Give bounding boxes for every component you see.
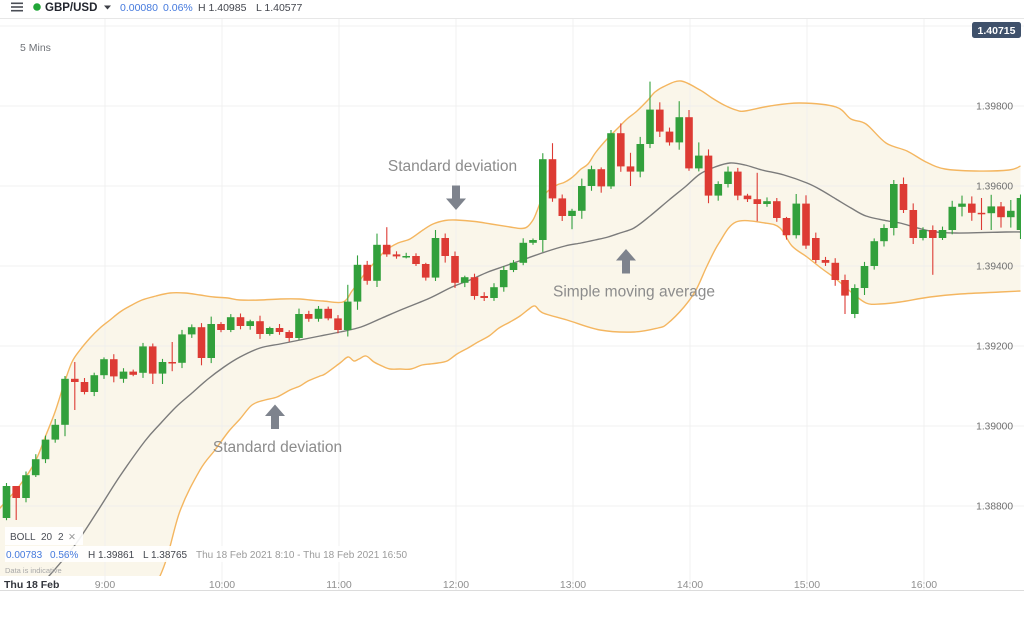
svg-text:13:00: 13:00	[560, 579, 586, 591]
svg-text:20: 20	[41, 532, 53, 543]
svg-text:✕: ✕	[68, 532, 76, 543]
svg-text:0.06%: 0.06%	[163, 2, 193, 14]
svg-text:14:00: 14:00	[677, 579, 703, 591]
svg-text:L 1.40577: L 1.40577	[256, 2, 302, 14]
svg-text:Thu 18 Feb 2021 8:10 - Thu 18: Thu 18 Feb 2021 8:10 - Thu 18 Feb 2021 1…	[196, 550, 408, 561]
svg-text:0.00783: 0.00783	[6, 550, 43, 561]
svg-text:1.39800: 1.39800	[976, 102, 1013, 113]
svg-text:1.39600: 1.39600	[976, 182, 1013, 193]
svg-text:2: 2	[58, 532, 64, 543]
svg-text:1.39200: 1.39200	[976, 342, 1013, 353]
svg-text:L 1.38765: L 1.38765	[143, 550, 188, 561]
svg-text:12:00: 12:00	[443, 579, 469, 591]
svg-text:0.00080: 0.00080	[120, 2, 158, 14]
svg-text:BOLL: BOLL	[10, 532, 36, 543]
svg-text:10:00: 10:00	[209, 579, 235, 591]
svg-text:9:00: 9:00	[95, 579, 116, 591]
svg-text:1.40715: 1.40715	[978, 25, 1016, 37]
svg-text:1.39000: 1.39000	[976, 422, 1013, 433]
svg-text:GBP/USD: GBP/USD	[45, 2, 97, 14]
svg-text:Simple moving average: Simple moving average	[553, 284, 715, 301]
svg-text:Standard deviation: Standard deviation	[213, 439, 342, 456]
svg-text:15:00: 15:00	[794, 579, 820, 591]
svg-text:11:00: 11:00	[326, 579, 352, 591]
svg-text:1.39400: 1.39400	[976, 262, 1013, 273]
svg-text:16:00: 16:00	[911, 579, 937, 591]
svg-text:1.38800: 1.38800	[976, 502, 1013, 513]
svg-text:0.56%: 0.56%	[50, 550, 78, 561]
svg-text:Standard deviation: Standard deviation	[388, 158, 517, 175]
svg-text:H 1.39861: H 1.39861	[88, 550, 135, 561]
svg-text:H 1.40985: H 1.40985	[198, 2, 247, 14]
svg-text:Data is indicative: Data is indicative	[5, 566, 62, 575]
svg-text:5 Mins: 5 Mins	[20, 42, 51, 54]
svg-text:Thu 18 Feb: Thu 18 Feb	[4, 579, 59, 591]
